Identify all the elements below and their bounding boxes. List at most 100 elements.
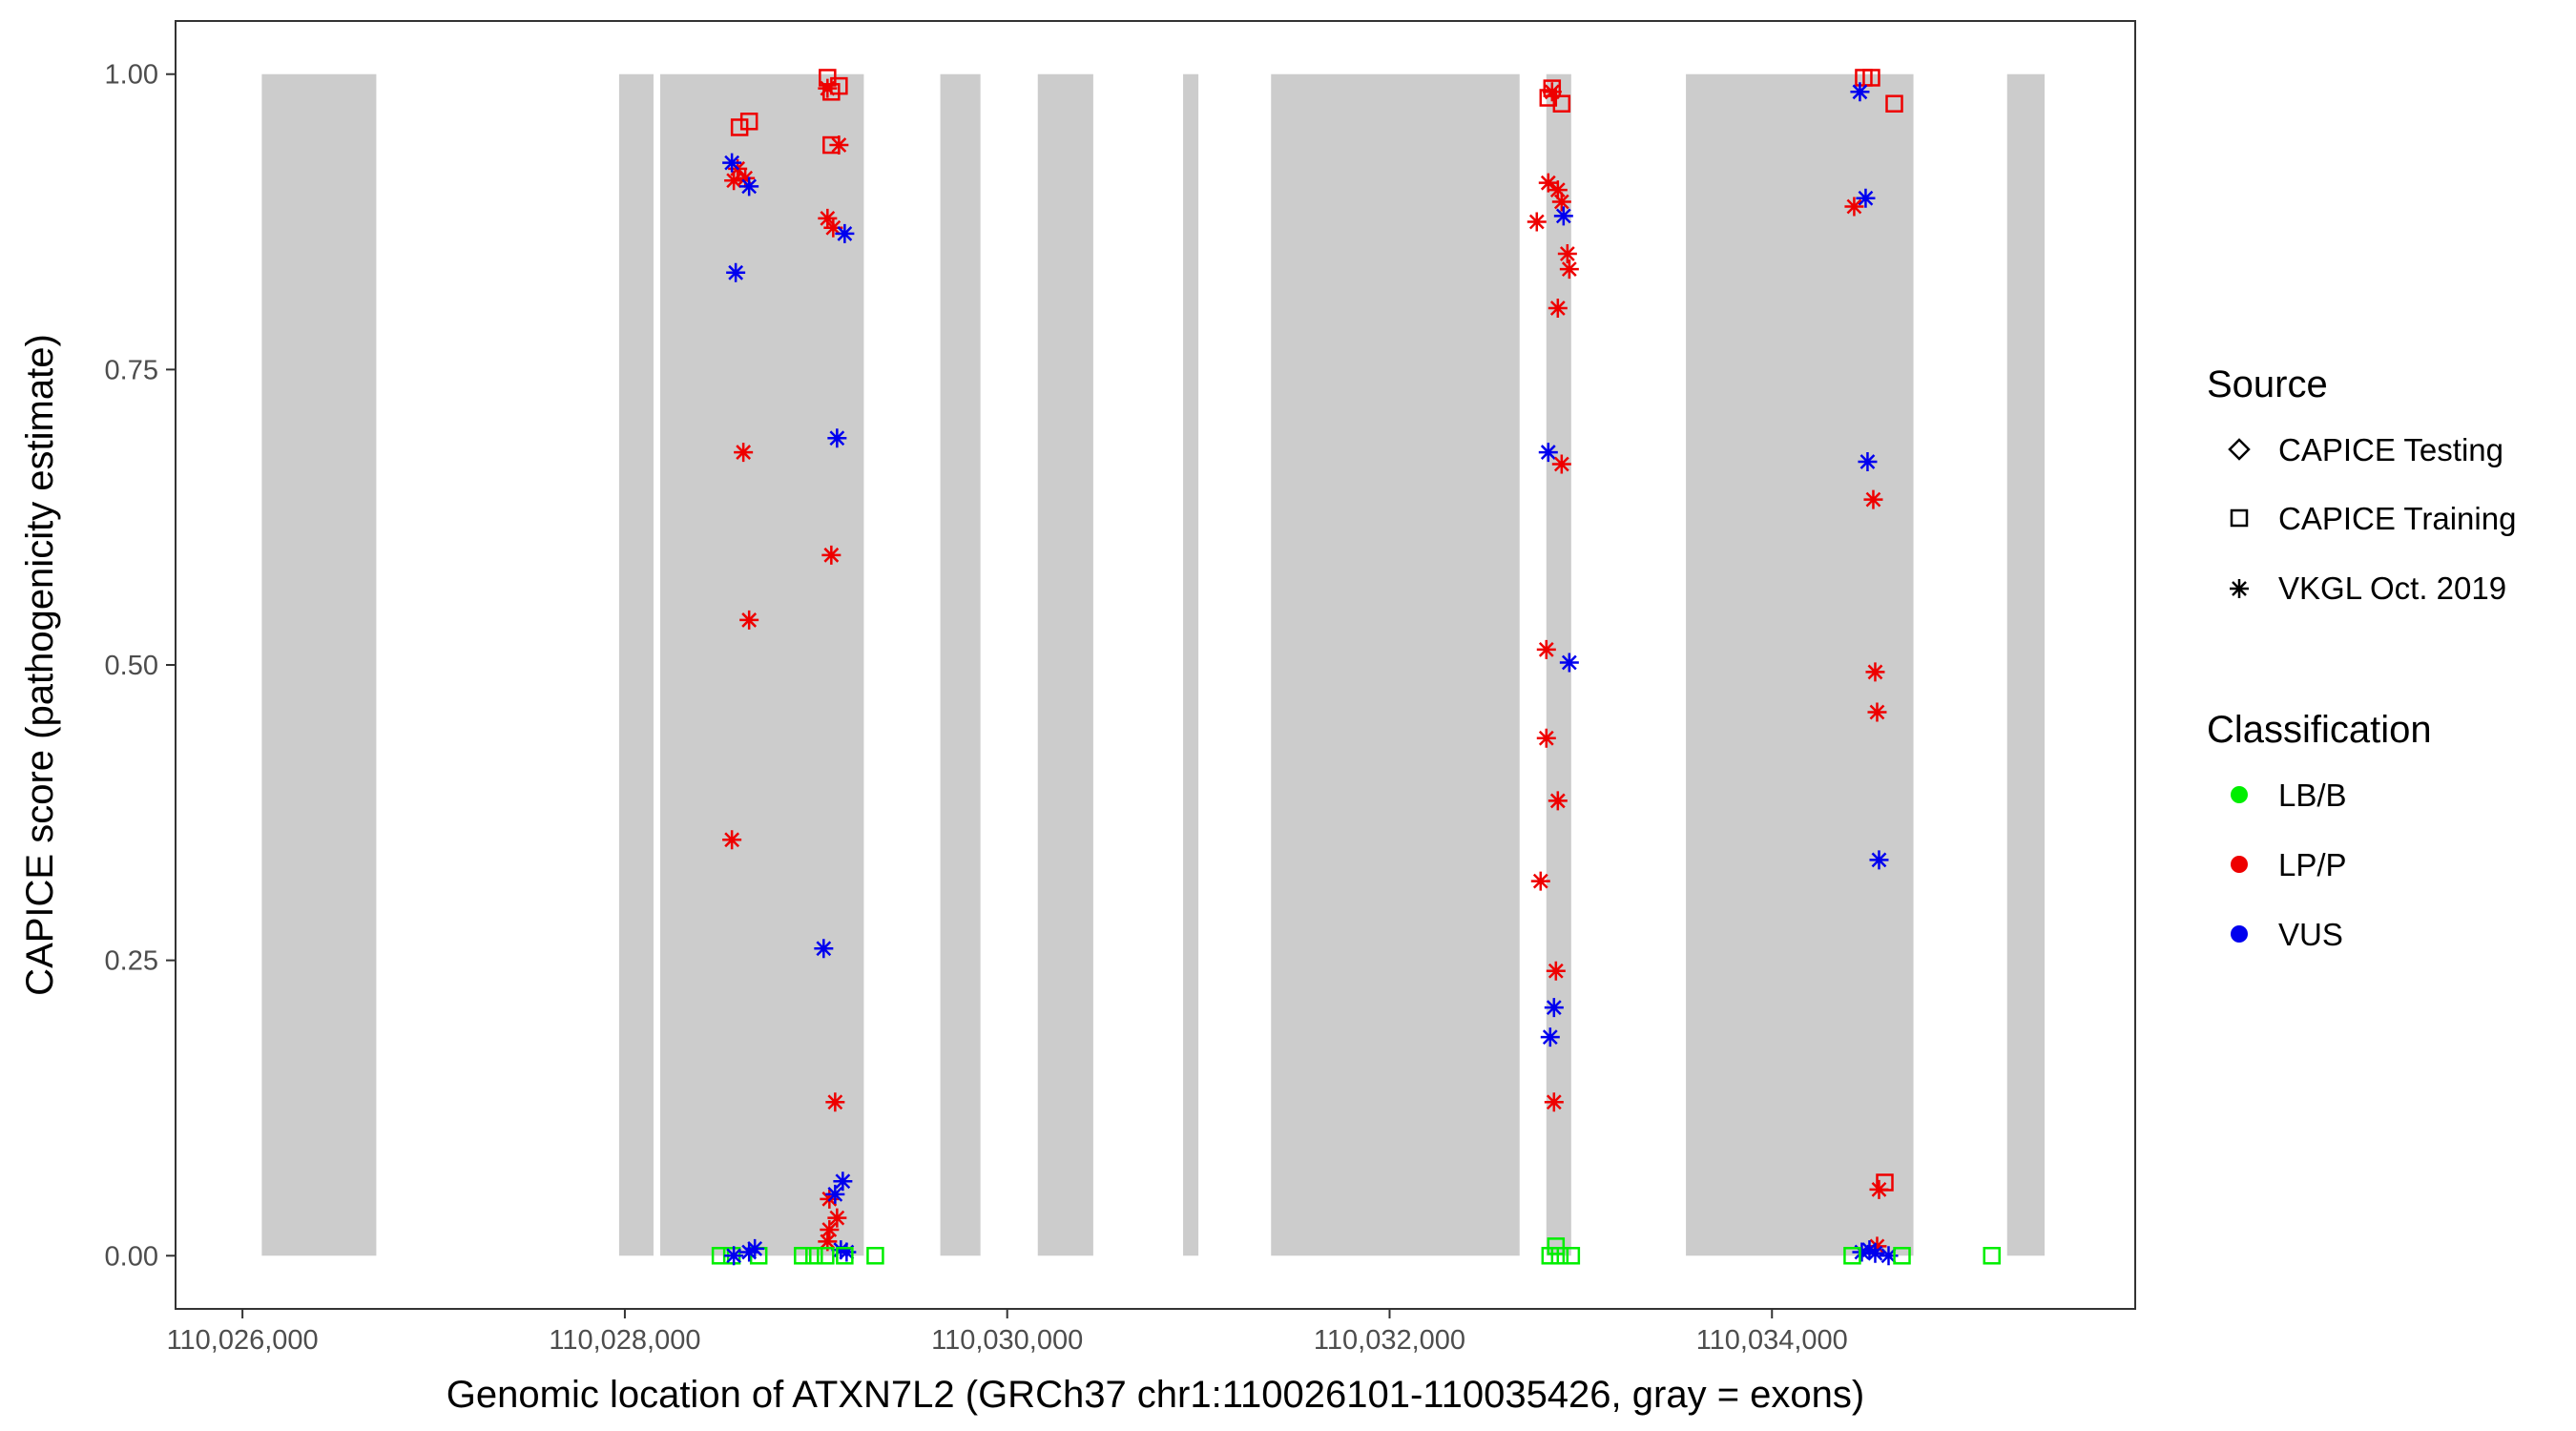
legend-vus-item: VUS <box>2231 917 2343 952</box>
data-point-square <box>1893 1247 1911 1265</box>
exon-rect <box>1271 73 1520 1256</box>
data-point-star <box>1544 1092 1564 1112</box>
data-point-star <box>1546 961 1566 981</box>
data-point-star <box>1527 212 1547 232</box>
data-point-star <box>1858 451 1878 471</box>
data-point-square <box>1843 1247 1861 1265</box>
x-axis-title: Genomic location of ATXN7L2 (GRCh37 chr1… <box>447 1374 1864 1416</box>
data-point-star <box>825 1092 845 1112</box>
data-point-star <box>1553 206 1573 226</box>
x-tick-label: 110,028,000 <box>549 1325 700 1356</box>
data-point-square <box>739 113 758 131</box>
data-point-star <box>1542 82 1562 102</box>
data-point-star <box>1879 1246 1899 1266</box>
data-point-square <box>836 1247 854 1265</box>
legend-source: Source CAPICE Testing CAPICE Training VK… <box>2207 363 2516 606</box>
data-point-star <box>734 443 754 463</box>
legend-vus-dot-icon <box>2231 925 2248 943</box>
data-point-star <box>1548 791 1568 811</box>
data-point-square <box>805 1247 823 1265</box>
data-point-star <box>833 1172 853 1192</box>
data-point-star <box>1551 192 1571 212</box>
data-point-star <box>1865 1243 1885 1263</box>
y-tick-label: 0.00 <box>105 1241 158 1272</box>
data-point-star <box>1551 454 1571 474</box>
data-point-star <box>1544 998 1564 1018</box>
x-axis: 110,026,000 110,028,000 110,030,000 110,032… <box>167 1309 1848 1356</box>
legend-lbb-label: LB/B <box>2278 778 2347 813</box>
legend-lpp-item: LP/P <box>2231 847 2347 882</box>
data-point-star <box>1863 489 1883 509</box>
data-point-star <box>1536 639 1556 659</box>
legend-training-item: CAPICE Training <box>2230 501 2516 536</box>
legend-vkgl-item: VKGL Oct. 2019 <box>2230 570 2506 606</box>
data-points <box>711 69 2001 1266</box>
data-point-star <box>820 1220 840 1240</box>
data-point-star <box>1856 188 1876 208</box>
data-point-star <box>827 428 847 448</box>
data-point-star <box>818 1232 838 1252</box>
data-point-square <box>1550 1247 1569 1265</box>
data-point-star <box>739 176 759 197</box>
data-point-square <box>794 1247 812 1265</box>
data-point-star <box>818 78 838 98</box>
data-point-star <box>823 218 843 238</box>
data-point-star <box>1548 180 1568 200</box>
data-point-star <box>1869 1179 1889 1199</box>
y-axis: 0.00 0.25 0.50 0.75 1.00 <box>105 60 176 1272</box>
data-point-star <box>821 545 841 565</box>
data-point-star <box>722 153 742 173</box>
data-point-star <box>1865 662 1885 682</box>
legend-lpp-dot-icon <box>2231 856 2248 873</box>
y-tick-label: 0.75 <box>105 355 158 385</box>
data-point-star <box>736 168 756 188</box>
data-point-star <box>724 1246 744 1266</box>
legend-testing-item: CAPICE Testing <box>2228 432 2503 467</box>
data-point-star <box>818 208 838 228</box>
x-tick-label: 110,026,000 <box>167 1325 319 1356</box>
data-point-square <box>1541 1247 1560 1265</box>
legend-diamond-icon <box>2228 438 2251 461</box>
data-point-square <box>1552 94 1571 113</box>
exon-rect <box>2006 73 2046 1256</box>
legend-testing-label: CAPICE Testing <box>2278 432 2503 467</box>
data-point-star <box>1557 243 1577 263</box>
data-point-square <box>1983 1247 2001 1265</box>
data-point-square <box>866 1247 884 1265</box>
y-tick-label: 1.00 <box>105 60 158 91</box>
exon-rect <box>1686 73 1914 1256</box>
data-point-star <box>1859 1240 1880 1260</box>
data-point-star <box>1538 443 1558 463</box>
exon-rect <box>261 73 377 1256</box>
data-point-star <box>1844 197 1864 217</box>
data-point-star <box>739 610 759 630</box>
y-axis-title: CAPICE score (pathogenicity estimate) <box>19 334 61 996</box>
data-point-star <box>726 262 746 282</box>
data-point-star <box>739 1242 759 1262</box>
data-point-star <box>1548 298 1568 318</box>
data-point-square <box>1547 1237 1566 1255</box>
exon-rect <box>1183 73 1199 1256</box>
legend-asterisk-icon <box>2230 579 2249 598</box>
x-tick-label: 110,030,000 <box>931 1325 1083 1356</box>
data-point-star <box>1867 702 1887 722</box>
legend-classification-title: Classification <box>2207 709 2432 751</box>
data-point-square <box>817 1247 835 1265</box>
x-tick-label: 110,034,000 <box>1696 1325 1848 1356</box>
data-point-star <box>724 171 744 191</box>
legend-square-icon <box>2230 508 2249 528</box>
exon-rect <box>659 73 864 1256</box>
y-tick-label: 0.50 <box>105 651 158 681</box>
data-point-star <box>831 1240 851 1260</box>
data-point-star <box>745 1238 765 1258</box>
data-point-square <box>1562 1247 1581 1265</box>
data-point-star <box>1530 871 1550 891</box>
x-tick-label: 110,032,000 <box>1314 1325 1465 1356</box>
exon-rect <box>618 73 654 1256</box>
data-point-star <box>722 830 742 850</box>
data-point-square <box>1885 94 1903 113</box>
legend-classification: Classification LB/B LP/P VUS <box>2207 709 2432 952</box>
data-point-star <box>827 1208 847 1228</box>
data-point-square <box>1539 89 1558 107</box>
exon-rect <box>940 73 981 1256</box>
